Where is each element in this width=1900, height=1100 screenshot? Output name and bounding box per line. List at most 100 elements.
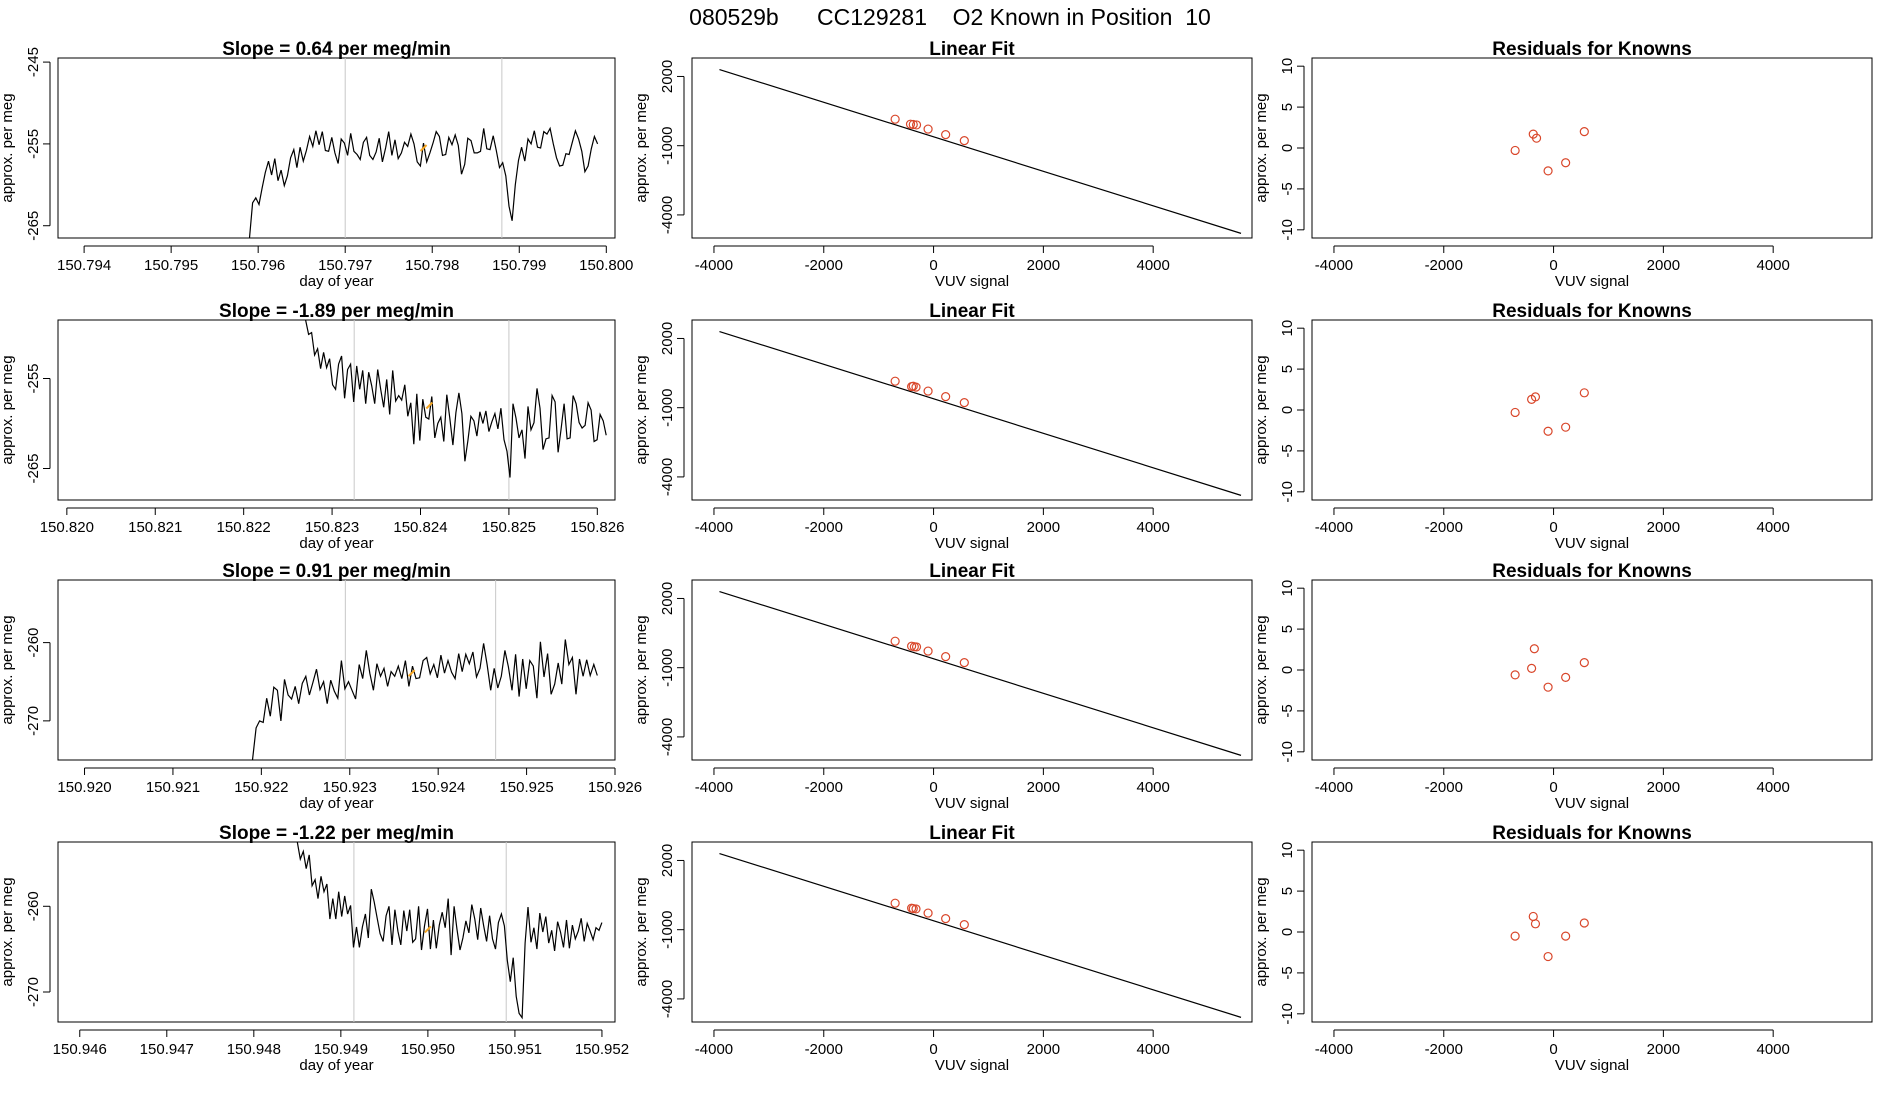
- plot-area: [1510, 388, 1589, 436]
- data-point: [1543, 426, 1553, 436]
- x-tick-label: 2000: [1647, 519, 1680, 536]
- x-tick-label: 4000: [1136, 1041, 1169, 1058]
- plot-area: [1510, 127, 1589, 176]
- series-line: [296, 842, 603, 1020]
- data-point: [911, 120, 922, 130]
- x-tick-label: -2000: [1425, 779, 1463, 796]
- data-point: [941, 652, 951, 662]
- mean-marker: [425, 401, 434, 410]
- x-tick-label: -2000: [805, 519, 843, 536]
- y-tick-label: -270: [25, 706, 42, 736]
- panel-4-1: Slope = -1.22 per meg/min 150.946 150.947 1…: [0, 823, 629, 1074]
- y-tick-label: 0: [1279, 144, 1296, 152]
- plot-area: [719, 330, 1242, 496]
- fit-line: [719, 330, 1242, 496]
- data-point: [1530, 919, 1541, 929]
- panel-title: Residuals for Knowns: [1492, 39, 1692, 60]
- plot-frame: [57, 579, 616, 761]
- data-point: [890, 898, 900, 908]
- x-tick-label: 150.951: [488, 1041, 542, 1058]
- plot-area: [251, 580, 598, 760]
- y-axis-label: approx. per meg: [0, 355, 16, 464]
- data-point: [1543, 682, 1553, 692]
- x-tick-label: -2000: [805, 779, 843, 796]
- data-point: [959, 398, 969, 408]
- series-line: [251, 639, 598, 760]
- panel-title: Residuals for Knowns: [1492, 823, 1692, 844]
- data-point: [1528, 911, 1538, 922]
- x-tick-label: 150.796: [231, 257, 285, 274]
- data-point: [959, 920, 969, 930]
- fit-line: [719, 68, 1242, 234]
- x-tick-label: -2000: [1425, 519, 1463, 536]
- x-tick-label: -4000: [695, 779, 733, 796]
- panel-2-1: Slope = -1.89 per meg/min 150.820 150.821 1…: [0, 301, 624, 552]
- x-tick-label: -4000: [1315, 779, 1353, 796]
- x-tick-label: 2000: [1027, 1041, 1060, 1058]
- y-tick-label: -270: [25, 977, 42, 1007]
- x-tick-label: 4000: [1136, 257, 1169, 274]
- x-tick-label: 0: [929, 519, 937, 536]
- y-tick-label: -5: [1279, 966, 1296, 979]
- x-tick-label: 150.926: [588, 779, 642, 796]
- panel-title: Linear Fit: [929, 823, 1015, 844]
- x-tick-label: 150.824: [393, 519, 447, 536]
- y-axis-label: approx. per meg: [1253, 93, 1270, 202]
- data-point: [1579, 388, 1589, 398]
- y-tick-label: 10: [1279, 580, 1296, 597]
- data-point: [1510, 145, 1520, 156]
- y-axis-label: approx. per meg: [0, 615, 16, 724]
- y-tick-label: -1000: [659, 389, 676, 427]
- x-tick-label: 150.948: [227, 1041, 281, 1058]
- plot-area: [248, 58, 599, 238]
- y-tick-label: -245: [25, 47, 42, 77]
- data-point: [1579, 127, 1589, 137]
- y-tick-label: 0: [1279, 406, 1296, 414]
- x-tick-label: -2000: [1425, 257, 1463, 274]
- y-axis-label: approx. per meg: [633, 93, 650, 202]
- y-tick-label: -1000: [659, 127, 676, 165]
- plot-area: [719, 68, 1242, 234]
- data-point: [905, 119, 916, 129]
- x-axis-label: VUV signal: [935, 795, 1009, 812]
- y-tick-label: 2000: [659, 60, 676, 93]
- x-axis-label: day of year: [299, 535, 373, 552]
- y-tick-label: -1000: [659, 649, 676, 687]
- x-tick-label: 4000: [1136, 779, 1169, 796]
- x-tick-label: 150.924: [411, 779, 465, 796]
- y-tick-label: -260: [25, 628, 42, 658]
- x-tick-label: 150.821: [128, 519, 182, 536]
- plot-area: [719, 590, 1242, 756]
- plot-frame: [1311, 841, 1873, 1023]
- plot-area: [1510, 644, 1589, 692]
- x-tick-label: 2000: [1027, 519, 1060, 536]
- y-tick-label: 10: [1279, 842, 1296, 859]
- x-tick-label: 2000: [1027, 779, 1060, 796]
- fit-line: [719, 852, 1242, 1018]
- y-tick-label: 0: [1279, 928, 1296, 936]
- x-tick-label: 150.922: [234, 779, 288, 796]
- y-axis-label: approx. per meg: [1253, 877, 1270, 986]
- data-point: [911, 382, 921, 392]
- y-axis-label: approx. per meg: [0, 877, 16, 986]
- x-axis-label: VUV signal: [1555, 535, 1629, 552]
- y-tick-label: 5: [1279, 887, 1296, 895]
- plot-frame: [1311, 57, 1873, 239]
- data-point: [1579, 658, 1589, 668]
- data-point: [1510, 931, 1520, 941]
- y-axis-label: approx. per meg: [633, 355, 650, 464]
- data-point: [1561, 931, 1571, 941]
- series-line: [248, 126, 599, 238]
- y-axis-label: approx. per meg: [1253, 615, 1270, 724]
- panel-3-3: Residuals for Knowns -4000 -2000 0 2000 4000 V…: [1253, 561, 1873, 812]
- plot-frame: [691, 57, 1253, 239]
- y-tick-label: 10: [1279, 320, 1296, 337]
- x-tick-label: 4000: [1756, 1041, 1789, 1058]
- data-point: [890, 376, 900, 386]
- panel-1-2: Linear Fit -4000 -2000 0 2000 4000 VUV signal -…: [633, 39, 1253, 290]
- x-tick-label: 150.947: [140, 1041, 194, 1058]
- x-tick-label: 0: [1549, 257, 1557, 274]
- x-axis-label: VUV signal: [1555, 795, 1629, 812]
- x-axis-label: VUV signal: [1555, 1057, 1629, 1074]
- x-tick-label: 150.798: [405, 257, 459, 274]
